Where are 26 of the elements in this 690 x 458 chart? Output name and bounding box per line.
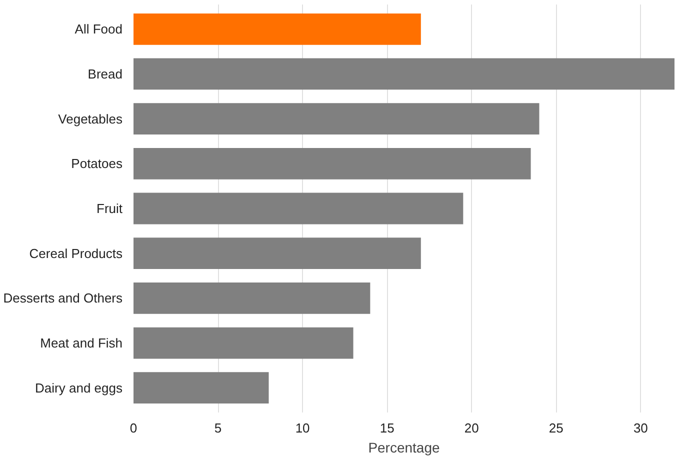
x-tick-label: 0 [130,420,138,436]
bar [134,238,421,270]
y-tick-label: Dairy and eggs [35,380,123,396]
x-tick-label: 30 [633,420,648,436]
bar [134,103,540,135]
bar [134,148,531,180]
bar [134,58,674,90]
bar [134,192,464,224]
x-tick-label: 15 [380,420,394,436]
y-tick-label: Bread [88,66,123,82]
y-tick-label: Meat and Fish [40,336,122,351]
y-tick-label: Fruit [96,201,123,216]
x-tick-label: 10 [295,420,310,436]
y-tick-label: Vegetables [58,111,123,126]
y-tick-label: Cereal Products [29,246,123,261]
y-tick-label: Desserts and Others [3,290,123,306]
y-tick-label: All Food [74,22,123,37]
x-tick-label: 20 [464,420,479,436]
x-axis-title: Percentage [368,440,440,456]
bar [134,372,269,404]
x-tick-label: 25 [548,420,564,436]
bar [134,327,354,359]
y-tick-label: Potatoes [71,156,123,172]
bar [134,282,370,314]
x-tick-label: 5 [214,420,222,436]
bar [134,13,421,45]
